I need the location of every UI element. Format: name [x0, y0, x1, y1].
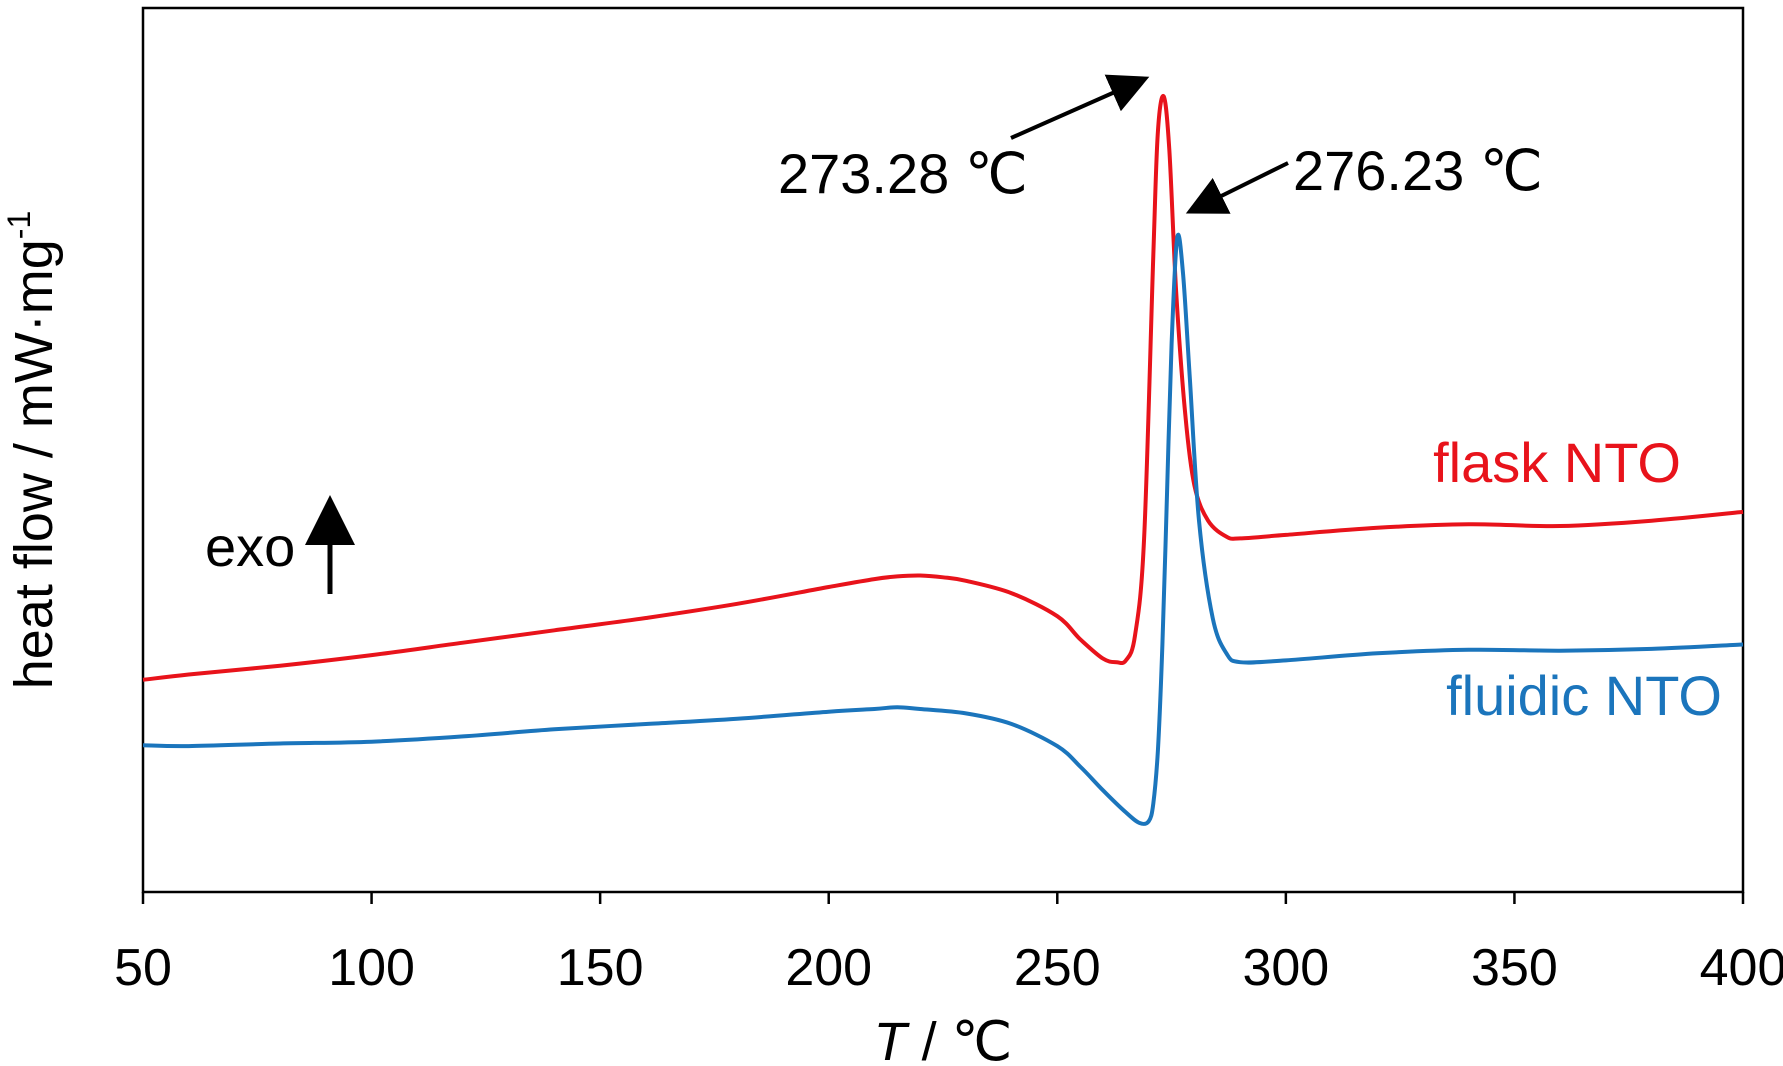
y-axis-title-main: heat flow / mW·mg: [4, 239, 64, 689]
y-axis-title-exponent: -1: [1, 211, 37, 239]
x-axis-title-unit: / ℃: [907, 1012, 1013, 1066]
series-line-flask: [142, 93, 1744, 682]
x-axis-ticks: [141, 892, 1745, 904]
x-tick-label: 250: [1014, 939, 1101, 997]
series-layer: [142, 93, 1744, 826]
x-axis-title: T / ℃: [874, 1012, 1013, 1066]
series-label-flask: flask NTO: [1433, 431, 1681, 494]
y-axis-title: heat flow / mW·mg-1: [1, 211, 64, 690]
x-tick-label: 100: [328, 939, 415, 997]
x-tick-label: 50: [114, 939, 172, 997]
peak-label-flask: 273.28 ℃: [778, 142, 1028, 205]
x-tick-label: 200: [785, 939, 872, 997]
x-axis-tick-labels: 50 100 150 200 250 300 350 400: [114, 939, 1783, 997]
x-tick-label: 350: [1471, 939, 1558, 997]
x-tick-label: 400: [1700, 939, 1783, 997]
peak-arrow-fluidic: [1185, 161, 1289, 214]
exo-label: exo: [205, 515, 295, 578]
plot-frame: [141, 6, 1745, 894]
x-tick-label: 150: [557, 939, 644, 997]
peak-label-fluidic: 276.23 ℃: [1293, 139, 1543, 202]
x-axis-title-symbol: T: [874, 1012, 911, 1066]
x-tick-label: 300: [1242, 939, 1329, 997]
series-line-fluidic: [142, 232, 1744, 826]
peak-arrow-flask: [1010, 74, 1150, 140]
series-label-fluidic: fluidic NTO: [1446, 664, 1722, 727]
